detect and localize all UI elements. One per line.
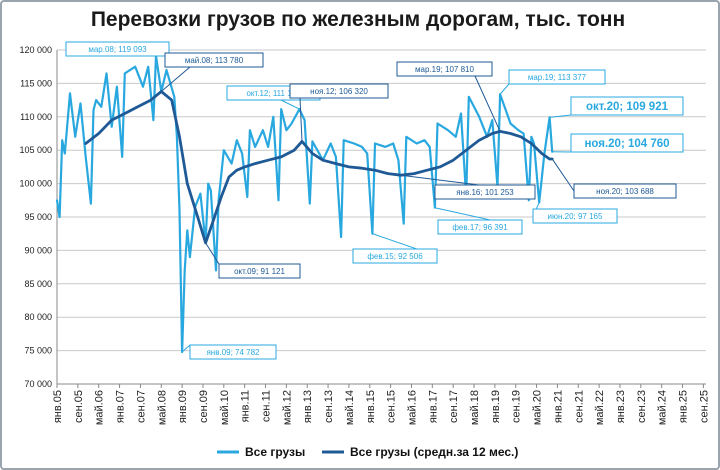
y-tick-label: 115 000 <box>20 78 52 88</box>
annotation-box <box>396 61 493 77</box>
y-tick-label: 85 000 <box>24 279 52 289</box>
annotation-label: мар.19; 113 377 <box>528 73 587 82</box>
x-tick-label: сен.11 <box>261 390 273 422</box>
annotation-label: окт.20; 109 921 <box>586 101 669 113</box>
x-tick-label: май.22 <box>594 390 606 425</box>
annotation-leader <box>551 158 575 192</box>
annotation-box <box>570 96 684 116</box>
y-tick-label: 120 000 <box>19 45 52 55</box>
x-tick-label: сен.09 <box>198 390 210 423</box>
series-12m-average-line <box>84 90 554 245</box>
legend-label: Все грузы (средн.за 12 мес.) <box>350 445 518 459</box>
x-tick-label: янв.07 <box>115 390 127 423</box>
annotation-label: окт.12; 111 151 <box>246 89 301 98</box>
x-tick-label: май.12 <box>281 390 293 425</box>
x-tick-label: май.06 <box>94 390 106 425</box>
annotation-label: окт.09; 91 121 <box>234 267 285 276</box>
annotation-leader <box>549 114 572 118</box>
y-tick-label: 100 000 <box>19 179 52 189</box>
x-tick-label: сен.17 <box>448 390 460 423</box>
annotation-label: янв.09; 74 782 <box>206 348 260 357</box>
annotation-box <box>570 133 684 153</box>
x-tick-label: янв.25 <box>678 390 690 423</box>
x-tick-label: янв.09 <box>177 390 189 423</box>
x-tick-label: май.24 <box>657 390 669 425</box>
annotation-box <box>65 41 170 57</box>
annotation-box <box>218 263 301 279</box>
y-tick-label: 70 000 <box>24 379 52 389</box>
annotation-leader <box>181 344 191 353</box>
annotation-box <box>573 183 677 199</box>
x-tick-label: сен.07 <box>135 390 147 423</box>
annotation-leader <box>299 97 303 142</box>
y-tick-label: 90 000 <box>24 245 52 255</box>
x-tick-label: май.16 <box>406 390 418 425</box>
x-tick-label: сен.05 <box>73 390 85 423</box>
annotation-label: мар.08; 119 093 <box>88 45 147 54</box>
annotation-box <box>352 248 438 264</box>
x-tick-label: янв.11 <box>240 390 252 422</box>
legend-label: Все грузы <box>245 445 305 459</box>
y-tick-label: 80 000 <box>24 312 52 322</box>
annotation-label: июн.20; 97 165 <box>548 212 603 221</box>
x-tick-label: сен.21 <box>573 390 585 423</box>
x-tick-label: сен.13 <box>323 390 335 423</box>
x-tick-label: май.10 <box>219 390 231 425</box>
x-tick-label: май.20 <box>532 390 544 425</box>
annotation-box <box>532 208 618 224</box>
annotation-box <box>164 52 264 68</box>
annotation-box <box>434 184 536 200</box>
annotation-leader <box>280 99 300 110</box>
x-tick-label: янв.17 <box>427 390 439 423</box>
y-tick-label: 95 000 <box>24 212 52 222</box>
y-tick-label: 110 000 <box>20 112 52 122</box>
x-tick-label: янв.19 <box>490 390 502 423</box>
annotation-label: май.08; 113 780 <box>185 56 244 65</box>
y-tick-label: 75 000 <box>24 346 52 356</box>
annotation-label: ноя.20; 103 688 <box>596 187 654 196</box>
y-tick-label: 105 000 <box>19 145 52 155</box>
x-tick-label: май.08 <box>156 390 168 425</box>
annotation-label: ноя.20; 104 760 <box>584 138 669 150</box>
x-tick-label: май.18 <box>469 390 481 425</box>
annotation-leader <box>160 66 191 92</box>
x-tick-label: май.14 <box>344 390 356 425</box>
annotation-box <box>508 69 606 85</box>
x-tick-label: янв.23 <box>615 390 627 423</box>
x-tick-label: сен.15 <box>386 390 398 423</box>
x-tick-label: сен.25 <box>698 390 710 423</box>
chart-title: Перевозки грузов по железным дорогам, ты… <box>90 8 626 31</box>
annotation-label: фев.15; 92 506 <box>367 252 423 261</box>
x-tick-label: янв.21 <box>552 390 564 423</box>
annotation-label: ноя.12; 106 320 <box>310 87 368 96</box>
x-tick-label: янв.05 <box>52 390 64 423</box>
x-tick-label: сен.23 <box>636 390 648 423</box>
annotation-label: янв.16; 101 253 <box>456 188 514 197</box>
annotation-box <box>189 344 277 360</box>
annotation-label: фев.17; 96 391 <box>452 223 508 232</box>
annotation-box <box>289 83 389 99</box>
x-tick-label: янв.15 <box>365 390 377 423</box>
annotation-leader <box>499 83 510 95</box>
annotation-leader <box>205 242 220 265</box>
annotation-leader <box>474 75 501 132</box>
annotation-box <box>437 219 523 235</box>
annotation-label: мар.19; 107 810 <box>415 65 474 74</box>
x-tick-label: янв.13 <box>302 390 314 423</box>
x-tick-label: сен.19 <box>511 390 523 423</box>
